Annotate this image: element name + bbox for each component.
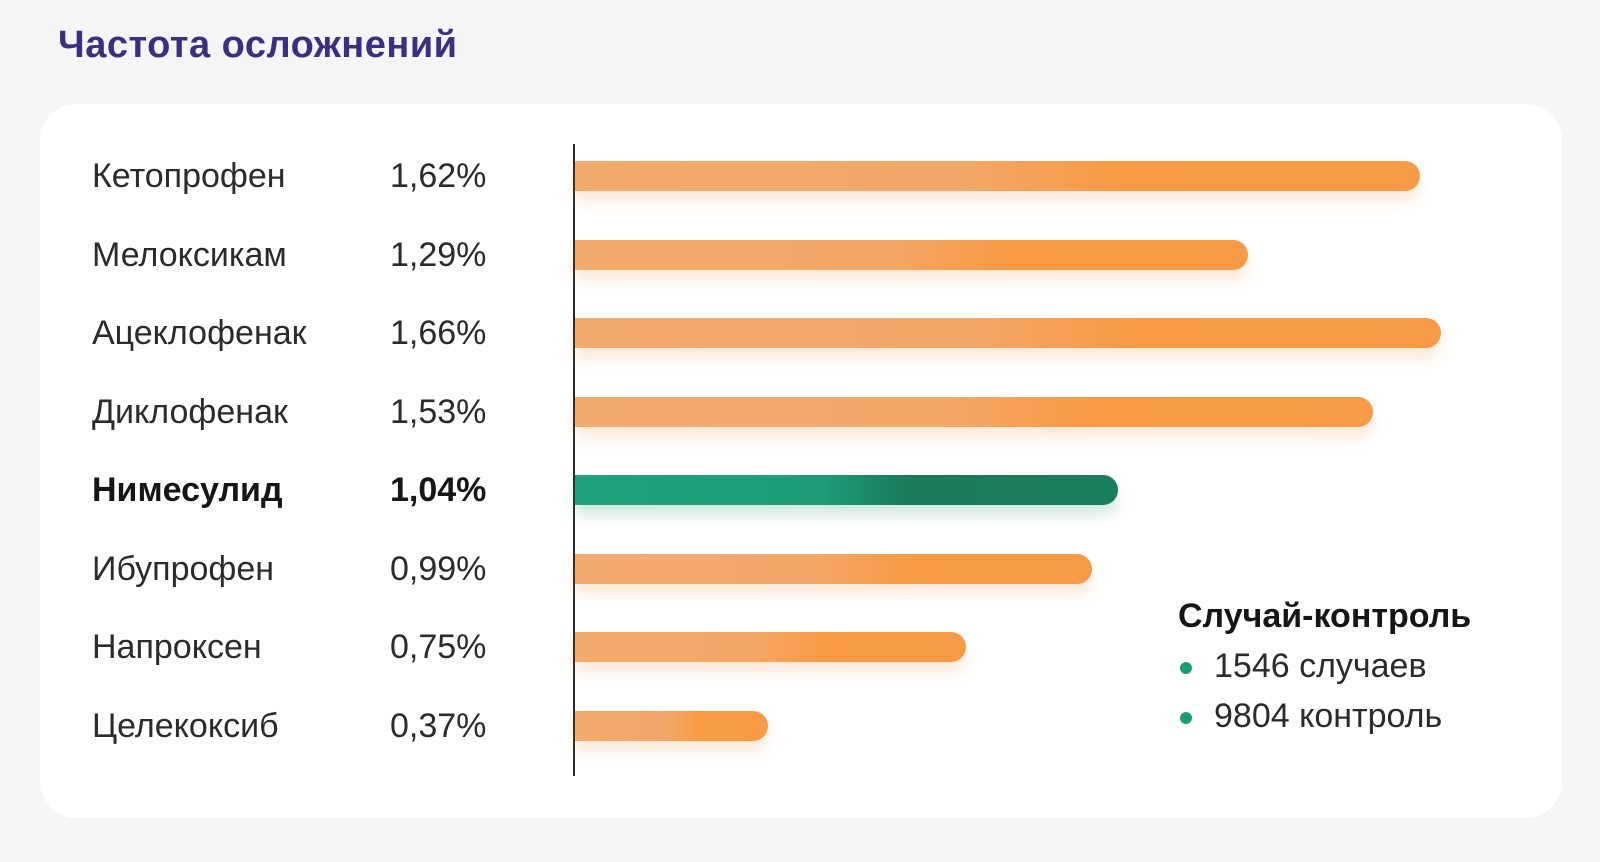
legend-item-cases: 1546 случаев <box>1178 646 1471 686</box>
category-label: Ибупрофен <box>92 549 275 588</box>
y-axis-line <box>573 144 575 776</box>
bar <box>575 239 1248 270</box>
bar <box>575 553 1092 584</box>
value-label: 1,04% <box>390 471 487 509</box>
category-label: Кетопрофен <box>92 157 286 195</box>
legend-title: Случай-контроль <box>1178 597 1472 635</box>
bar <box>575 475 1118 505</box>
chart-card: Кетопрофен 1,62% Мелоксикам 1,29% Ацеклофена… <box>40 104 1562 818</box>
bar <box>575 396 1373 427</box>
value-label: 0,37% <box>390 706 487 745</box>
category-label: Мелоксикам <box>92 235 287 274</box>
bar <box>575 161 1420 191</box>
value-label: 0,99% <box>390 549 487 588</box>
legend-item-controls: 9804 контроль <box>1178 696 1471 736</box>
value-label: 1,66% <box>390 314 487 352</box>
value-label: 1,29% <box>390 235 487 274</box>
page-title: Частота осложнений <box>58 24 458 66</box>
value-label: 1,62% <box>390 157 487 195</box>
bar <box>575 710 768 741</box>
value-label: 0,75% <box>390 628 487 666</box>
bar <box>575 632 966 662</box>
legend-dot-icon <box>1180 662 1192 674</box>
category-label: Ацеклофенак <box>92 314 307 352</box>
legend-item-label: 1546 случаев <box>1214 647 1427 685</box>
category-label: Целекоксиб <box>92 706 279 745</box>
bar <box>575 318 1441 348</box>
legend: Случай-контроль 1546 случаев 9804 контро… <box>1178 596 1471 736</box>
legend-dot-icon <box>1180 712 1192 724</box>
category-label: Напроксен <box>92 628 262 666</box>
legend-item-label: 9804 контроль <box>1214 697 1443 735</box>
category-label: Нимесулид <box>92 471 283 509</box>
value-label: 1,53% <box>390 392 487 431</box>
category-label: Диклофенак <box>92 392 288 431</box>
